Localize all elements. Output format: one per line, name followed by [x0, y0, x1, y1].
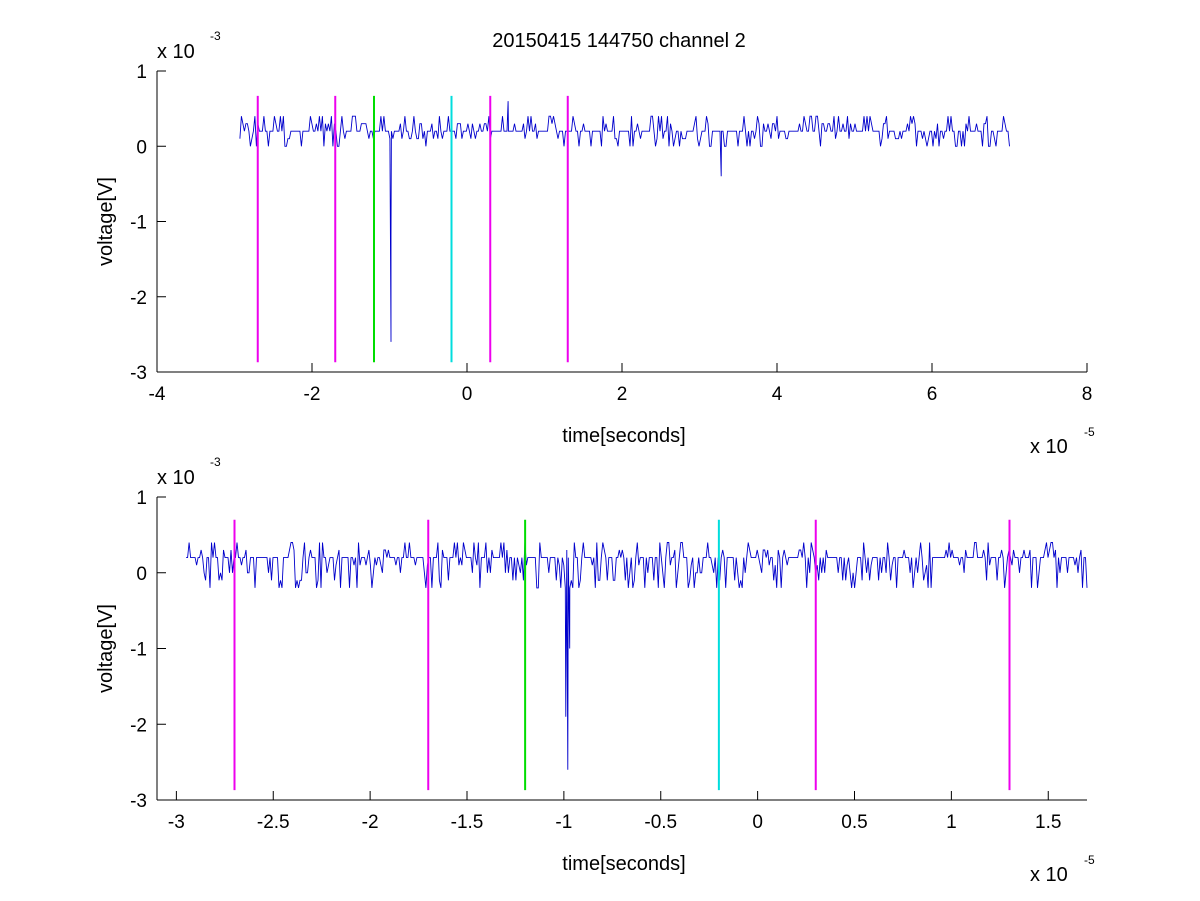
x-tick-label: -3 — [168, 812, 185, 833]
y-tick-label: 1 — [136, 488, 147, 509]
y-multiplier: x 10 — [157, 467, 195, 489]
y-tick-label: 0 — [136, 564, 147, 585]
x-tick-label: -2.5 — [257, 812, 290, 833]
voltage-trace — [186, 542, 1088, 770]
x-tick-label: 1.5 — [1035, 812, 1061, 833]
x-tick-label: -4 — [149, 384, 166, 405]
y-axis-label: voltage[V] — [95, 177, 117, 266]
bottom-subplot: -3 -2.5 -2 -1.5 -1 -0.5 0 0.5 1 1.5 -3 -2 -1 0 1 x 10 -3… — [95, 455, 1095, 886]
x-multiplier-exponent: -5 — [1084, 425, 1095, 439]
x-tick-label: -1.5 — [451, 812, 484, 833]
x-multiplier: x 10 — [1030, 436, 1068, 458]
y-tick-label: -1 — [130, 213, 147, 234]
x-tick-label: -2 — [362, 812, 379, 833]
x-tick-label: 6 — [927, 384, 938, 405]
voltage-trace — [239, 101, 1010, 342]
x-multiplier: x 10 — [1030, 864, 1068, 886]
x-tick-label: 0 — [752, 812, 763, 833]
y-tick-label: -3 — [130, 791, 147, 812]
x-tick-label: 2 — [617, 384, 628, 405]
x-axis-label: time[seconds] — [562, 425, 685, 447]
x-axis-label: time[seconds] — [562, 853, 685, 875]
y-tick-label: -2 — [130, 288, 147, 309]
x-tick-label: 4 — [772, 384, 783, 405]
top-subplot: -4 -2 0 2 4 6 8 -3 -2 -1 0 1 x 10 -3 x 10 -5 time[second… — [95, 29, 1095, 458]
y-multiplier: x 10 — [157, 41, 195, 63]
x-tick-label: 1 — [946, 812, 957, 833]
y-tick-label: -1 — [130, 640, 147, 661]
y-axis-label: voltage[V] — [95, 604, 117, 693]
y-tick-label: 0 — [136, 137, 147, 158]
x-tick-label: 0.5 — [841, 812, 867, 833]
x-tick-label: 8 — [1082, 384, 1093, 405]
y-tick-label: -2 — [130, 715, 147, 736]
y-multiplier-exponent: -3 — [210, 29, 221, 43]
x-tick-label: 0 — [462, 384, 473, 405]
x-tick-label: -1 — [555, 812, 572, 833]
x-tick-label: -0.5 — [644, 812, 677, 833]
y-multiplier-exponent: -3 — [210, 455, 221, 469]
figure-title: 20150415 144750 channel 2 — [492, 30, 746, 52]
x-multiplier-exponent: -5 — [1084, 853, 1095, 867]
x-tick-label: -2 — [304, 384, 321, 405]
y-tick-label: -3 — [130, 363, 147, 384]
y-tick-label: 1 — [136, 62, 147, 83]
